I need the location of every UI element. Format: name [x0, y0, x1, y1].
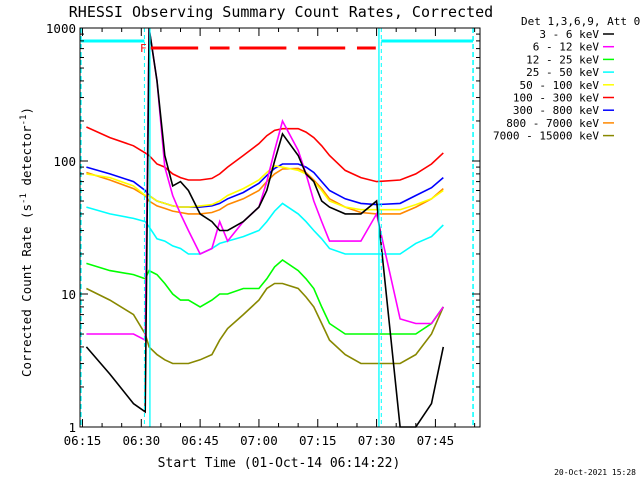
plot-frame	[79, 27, 481, 428]
y-tick-label-3: 1000	[46, 21, 76, 36]
x-tick-label-6: 07:45	[417, 433, 455, 448]
x-tick-label-0: 06:15	[64, 433, 102, 448]
x-tick-label-4: 07:15	[299, 433, 337, 448]
legend-label-7: 800 - 7000 keV	[506, 117, 599, 130]
legend-label-4: 50 - 100 keV	[520, 79, 600, 92]
flag-label: F	[140, 42, 147, 55]
legend-label-2: 12 - 25 keV	[526, 53, 599, 66]
legend-title: Det 1,3,6,9, Att 0	[521, 15, 640, 28]
legend-label-5: 100 - 300 keV	[513, 92, 599, 105]
y-tick-label-1: 10	[61, 287, 76, 302]
y-axis-label-end: )	[19, 107, 34, 115]
y-axis-label: Corrected Count Rate (s-1 detector-1)	[19, 107, 34, 377]
x-tick-label-2: 06:45	[181, 433, 219, 448]
y-axis-label-sup1: -1	[19, 193, 29, 204]
series-line-0	[85, 27, 445, 428]
y-tick-label-2: 100	[53, 154, 76, 169]
y-tick-label-0: 1	[68, 420, 76, 435]
legend-label-1: 6 - 12 keV	[533, 41, 600, 54]
y-axis-label-mid: detector	[19, 125, 34, 193]
y-axis-label-main: Corrected Count Rate (s	[19, 204, 34, 377]
series-line-5	[86, 126, 444, 183]
y-axis-label-sup2: -1	[19, 115, 29, 126]
series-line-4	[86, 164, 444, 211]
x-ticks: 06:15 06:30 06:45 07:00 07:15 07:30 07:45	[64, 28, 476, 448]
timestamp: 20-Oct-2021 15:28	[554, 468, 636, 477]
x-tick-label-1: 06:30	[122, 433, 160, 448]
series-line-8	[86, 282, 445, 365]
series-line-3	[86, 202, 444, 255]
series-line-2	[86, 258, 444, 335]
legend-label-8: 7000 - 15000 keV	[493, 130, 599, 143]
legend-label-6: 300 - 800 keV	[513, 104, 599, 117]
legend-label-3: 25 - 50 keV	[526, 66, 599, 79]
x-axis-label: Start Time (01-Oct-14 06:14:22)	[158, 456, 401, 471]
legend-label-0: 3 - 6 keV	[539, 28, 599, 41]
chart-title: RHESSI Observing Summary Count Rates, Co…	[69, 3, 493, 21]
series-line-7	[86, 167, 444, 215]
y-ticks: 1 10 100 1000	[46, 21, 480, 435]
series-layer	[85, 27, 445, 428]
x-tick-label-5: 07:30	[358, 433, 396, 448]
annotation-layer	[80, 28, 474, 427]
x-tick-label-3: 07:00	[240, 433, 278, 448]
